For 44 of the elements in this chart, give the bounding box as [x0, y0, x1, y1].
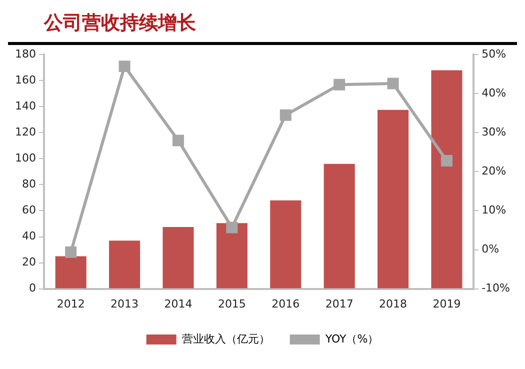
x-tick-label: 2014: [164, 297, 192, 310]
point: [387, 78, 399, 90]
x-tick-label: 2017: [325, 297, 354, 310]
point: [280, 109, 292, 121]
y-tick-label: 80: [22, 178, 36, 191]
y-tick-label: 0: [28, 282, 36, 295]
x-tick-label: 2012: [56, 297, 85, 310]
y-tick-label: 160: [14, 73, 36, 86]
y-tick-label: 140: [14, 100, 36, 113]
y2-tick-label: 0%: [482, 242, 500, 256]
point: [226, 222, 238, 234]
y-tick-label: 180: [14, 47, 36, 60]
y-tick-label: 60: [22, 204, 36, 217]
x-tick-label: 2013: [110, 297, 139, 310]
point: [334, 78, 346, 90]
bar: [109, 240, 140, 288]
point: [118, 60, 130, 72]
x-tick-label: 2019: [432, 297, 461, 310]
y-tick-label: 120: [14, 126, 36, 139]
y2-tick-label: 40%: [482, 86, 506, 100]
bar: [324, 164, 355, 288]
y2-tick-label: 50%: [482, 47, 506, 60]
x-tick-label: 2016: [272, 297, 300, 310]
y2-tick-label: 30%: [482, 126, 506, 139]
bar: [270, 200, 302, 288]
y-tick-label: 20: [22, 256, 36, 269]
point: [172, 134, 184, 146]
bar: [216, 223, 248, 288]
legend-label: 营业收入（亿元）: [182, 332, 270, 346]
x-tick-label: 2015: [218, 297, 246, 310]
point: [65, 246, 77, 258]
chart-title: 公司营收持续增长: [8, 8, 517, 45]
bar: [162, 226, 194, 288]
legend-label: YOY（%）: [324, 332, 379, 346]
bar: [431, 70, 462, 288]
point: [440, 155, 452, 167]
y-tick-label: 40: [22, 230, 36, 243]
y2-tick-label: 20%: [482, 164, 506, 178]
bar: [55, 256, 86, 288]
bar: [378, 110, 409, 288]
y2-tick-label: -10%: [482, 282, 510, 295]
y2-tick-label: 10%: [482, 204, 506, 217]
x-tick-label: 2018: [379, 297, 408, 310]
y-tick-label: 100: [14, 152, 36, 165]
